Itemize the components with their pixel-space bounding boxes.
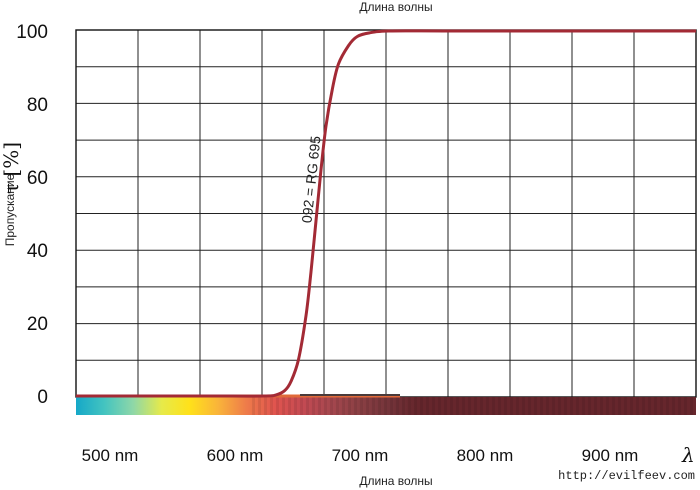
x-tick-label: 700 nm (332, 446, 389, 465)
x-tick-labels: 500 nm 600 nm 700 nm 800 nm 900 nm (82, 446, 639, 465)
x-tick-label: 900 nm (582, 446, 639, 465)
grid-lines (76, 30, 696, 397)
x-axis-label: Длина волны (359, 474, 432, 488)
y-tick-label: 40 (27, 241, 48, 262)
x-tick-label: 600 nm (207, 446, 264, 465)
y-tick-label: 0 (37, 387, 48, 408)
series-line (75, 29, 696, 398)
y-axis-symbol: τ [%] (0, 142, 23, 194)
x-tick-label: 800 nm (457, 446, 514, 465)
watermark: http://evilfeev.com (558, 469, 695, 483)
spectrum-stripes (250, 397, 696, 415)
y-tick-label: 100 (16, 22, 48, 43)
x-tick-label: 500 nm (82, 446, 139, 465)
y-tick-label: 60 (27, 168, 48, 189)
chart-title: Длина волны (359, 0, 432, 14)
x-axis-symbol: λ (681, 443, 695, 467)
spectrum-bar (76, 394, 696, 415)
y-axis-label: Пропускание (3, 173, 17, 246)
y-tick-label: 80 (27, 95, 48, 116)
y-tick-labels: 0 20 40 60 80 100 (16, 22, 48, 408)
y-tick-label: 20 (27, 314, 48, 335)
